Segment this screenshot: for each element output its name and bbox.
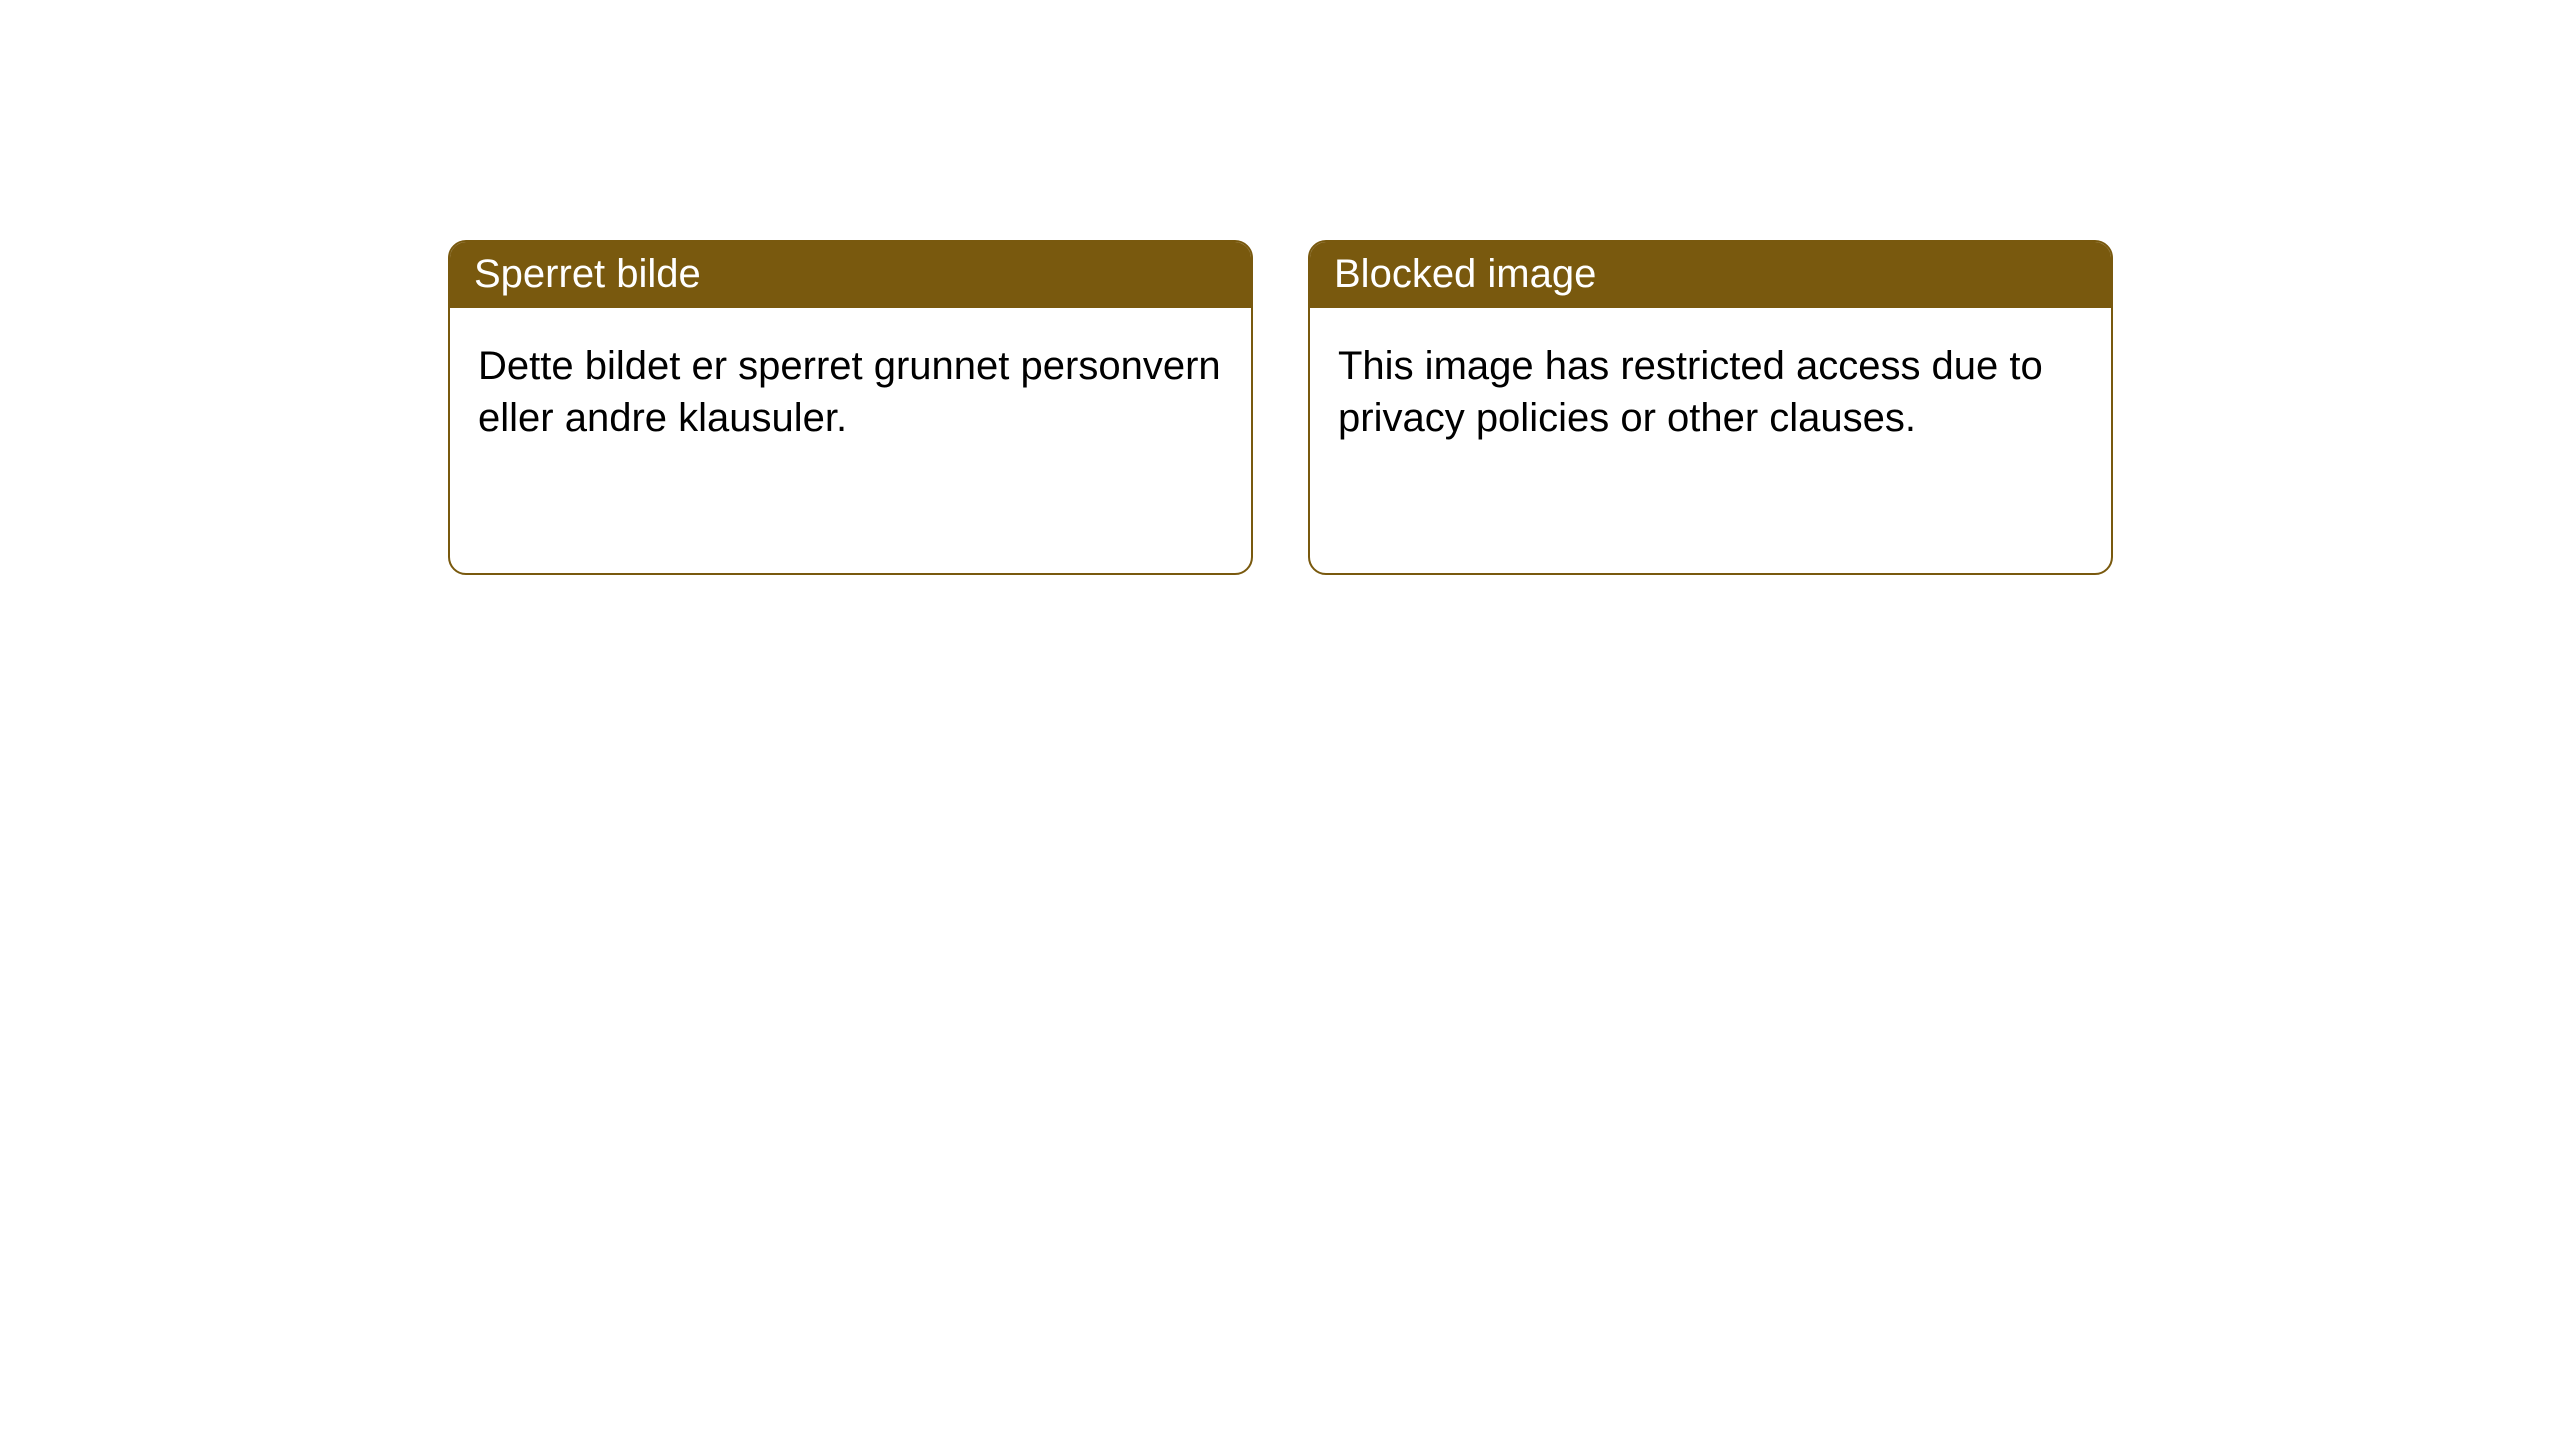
card-header-no: Sperret bilde — [450, 242, 1251, 308]
cards-container: Sperret bilde Dette bildet er sperret gr… — [0, 0, 2560, 575]
card-body-en: This image has restricted access due to … — [1310, 308, 2111, 476]
blocked-image-card-no: Sperret bilde Dette bildet er sperret gr… — [448, 240, 1253, 575]
card-body-no: Dette bildet er sperret grunnet personve… — [450, 308, 1251, 476]
blocked-image-card-en: Blocked image This image has restricted … — [1308, 240, 2113, 575]
card-header-en: Blocked image — [1310, 242, 2111, 308]
